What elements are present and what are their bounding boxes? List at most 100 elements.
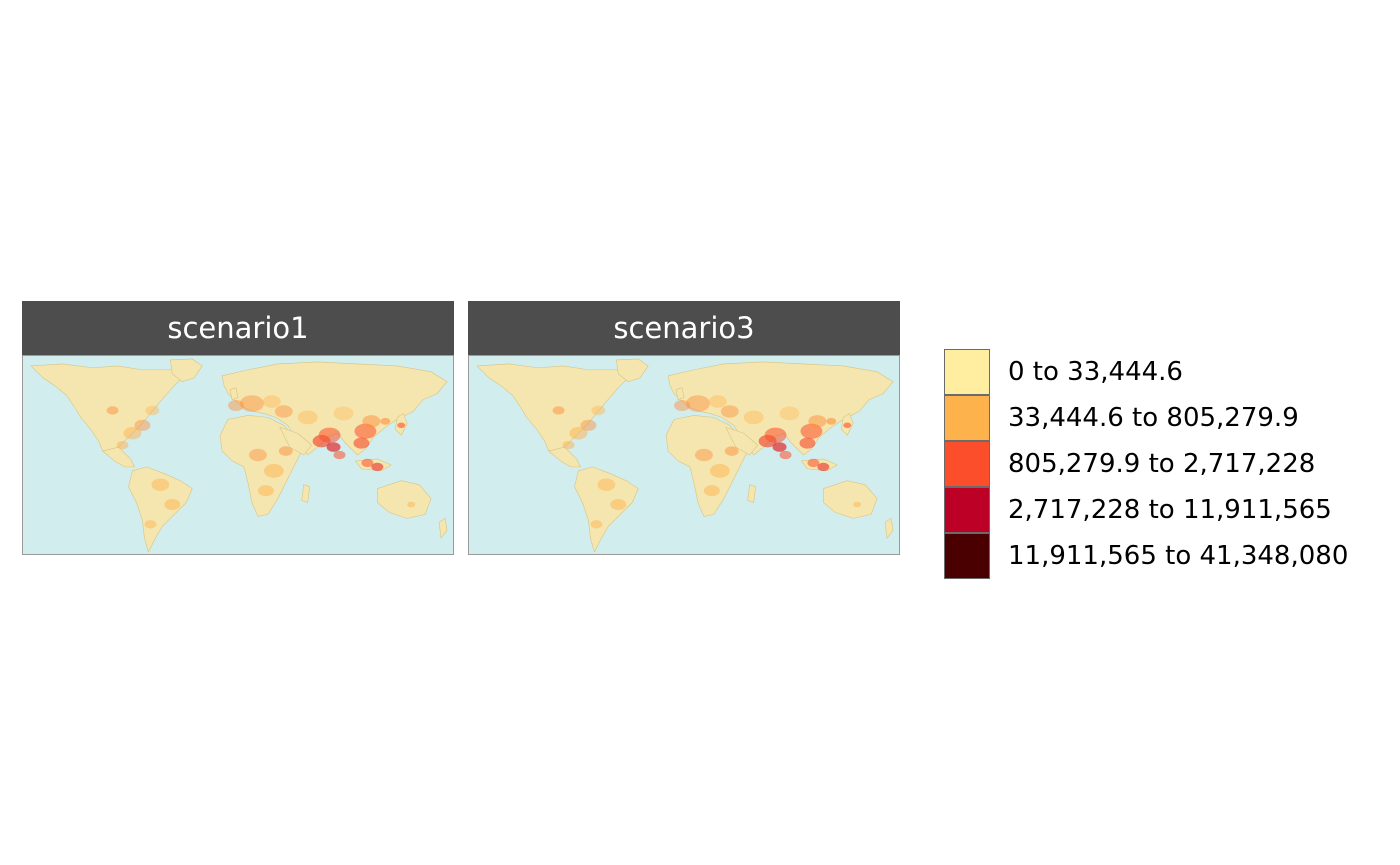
landmass-madagascar	[301, 484, 310, 503]
legend-label: 33,444.6 to 805,279.9	[1008, 403, 1299, 433]
legend-label: 0 to 33,444.6	[1008, 357, 1183, 387]
landmass-new-zealand	[884, 517, 894, 539]
landmass-australia	[823, 480, 878, 519]
density-cluster	[228, 399, 244, 412]
density-cluster	[708, 395, 727, 408]
density-cluster	[116, 440, 129, 450]
density-cluster	[257, 485, 274, 497]
density-cluster	[799, 437, 816, 449]
facet-strip-title: scenario3	[468, 301, 900, 355]
density-cluster	[709, 463, 730, 478]
facet-strip-title: scenario1	[22, 301, 454, 355]
density-cluster	[361, 458, 374, 468]
density-cluster	[144, 520, 157, 529]
density-cluster	[580, 419, 597, 431]
landmass-uk	[229, 387, 239, 400]
density-cluster	[407, 501, 416, 508]
legend-swatch	[944, 533, 990, 579]
landmass-greenland	[615, 358, 649, 383]
density-cluster	[380, 417, 391, 425]
density-cluster	[764, 427, 787, 443]
landmass-south-america	[574, 466, 639, 553]
landmass-arabia	[725, 426, 759, 456]
legend-swatch	[944, 441, 990, 487]
density-cluster	[318, 427, 341, 443]
density-cluster	[843, 422, 852, 429]
density-cluster	[779, 450, 792, 460]
landmass-uk	[675, 387, 685, 400]
density-cluster	[151, 478, 170, 491]
legend-swatch	[944, 487, 990, 533]
map-canvas	[30, 358, 448, 553]
landmass-africa	[219, 415, 303, 517]
landmass-africa	[665, 415, 749, 517]
density-cluster	[807, 458, 820, 468]
landmass-greenland	[169, 358, 203, 383]
density-cluster	[772, 442, 787, 452]
density-cluster	[597, 478, 616, 491]
landmass-central-america	[101, 446, 135, 468]
map-canvas	[476, 358, 894, 553]
legend-label: 11,911,565 to 41,348,080	[1008, 541, 1349, 571]
legend-label: 805,279.9 to 2,717,228	[1008, 449, 1316, 479]
legend-item: 33,444.6 to 805,279.9	[944, 395, 1348, 441]
world-map	[22, 355, 454, 555]
legend-label: 2,717,228 to 11,911,565	[1008, 495, 1332, 525]
density-cluster	[326, 442, 341, 452]
legend-item: 805,279.9 to 2,717,228	[944, 441, 1348, 487]
density-cluster	[808, 415, 827, 428]
density-cluster	[262, 395, 281, 408]
legend-swatch	[944, 349, 990, 395]
density-cluster	[164, 498, 181, 511]
density-cluster	[239, 395, 264, 412]
legend-item: 11,911,565 to 41,348,080	[944, 533, 1348, 579]
density-cluster	[263, 463, 284, 478]
landmass-australia	[377, 480, 432, 519]
density-cluster	[703, 485, 720, 497]
density-cluster	[685, 395, 710, 412]
landmass-arabia	[279, 426, 313, 456]
density-cluster	[562, 440, 575, 450]
density-cluster	[297, 410, 318, 425]
landmass-madagascar	[747, 484, 756, 503]
density-cluster	[817, 462, 830, 472]
density-cluster	[720, 405, 739, 418]
density-cluster	[569, 426, 588, 440]
density-cluster	[123, 426, 142, 440]
landmass-south-america	[128, 466, 193, 553]
density-cluster	[134, 419, 151, 431]
density-cluster	[591, 405, 606, 416]
density-cluster	[333, 450, 346, 460]
density-cluster	[145, 405, 160, 416]
density-cluster	[590, 520, 603, 529]
map-legend: 0 to 33,444.6 33,444.6 to 805,279.9 805,…	[944, 349, 1348, 579]
density-cluster	[353, 437, 370, 449]
density-cluster	[106, 406, 119, 415]
density-cluster	[610, 498, 627, 511]
landmass-eurasia	[221, 361, 448, 456]
density-cluster	[362, 415, 381, 428]
density-cluster	[552, 406, 565, 415]
world-map	[468, 355, 900, 555]
density-cluster	[278, 446, 293, 456]
density-cluster	[333, 406, 354, 421]
landmass-eurasia	[667, 361, 894, 456]
density-cluster	[248, 448, 267, 462]
density-cluster	[274, 405, 293, 418]
landmass-north-america	[476, 363, 629, 458]
density-cluster	[853, 501, 862, 508]
density-cluster	[397, 422, 406, 429]
landmass-central-america	[547, 446, 581, 468]
density-cluster	[779, 406, 800, 421]
density-cluster	[674, 399, 690, 412]
landmass-new-zealand	[438, 517, 448, 539]
legend-item: 2,717,228 to 11,911,565	[944, 487, 1348, 533]
density-cluster	[694, 448, 713, 462]
density-cluster	[826, 417, 837, 425]
facet-panel-scenario3: scenario3	[468, 301, 900, 556]
legend-item: 0 to 33,444.6	[944, 349, 1348, 395]
density-cluster	[743, 410, 764, 425]
facet-panel-scenario1: scenario1	[22, 301, 454, 556]
legend-swatch	[944, 395, 990, 441]
density-cluster	[371, 462, 384, 472]
